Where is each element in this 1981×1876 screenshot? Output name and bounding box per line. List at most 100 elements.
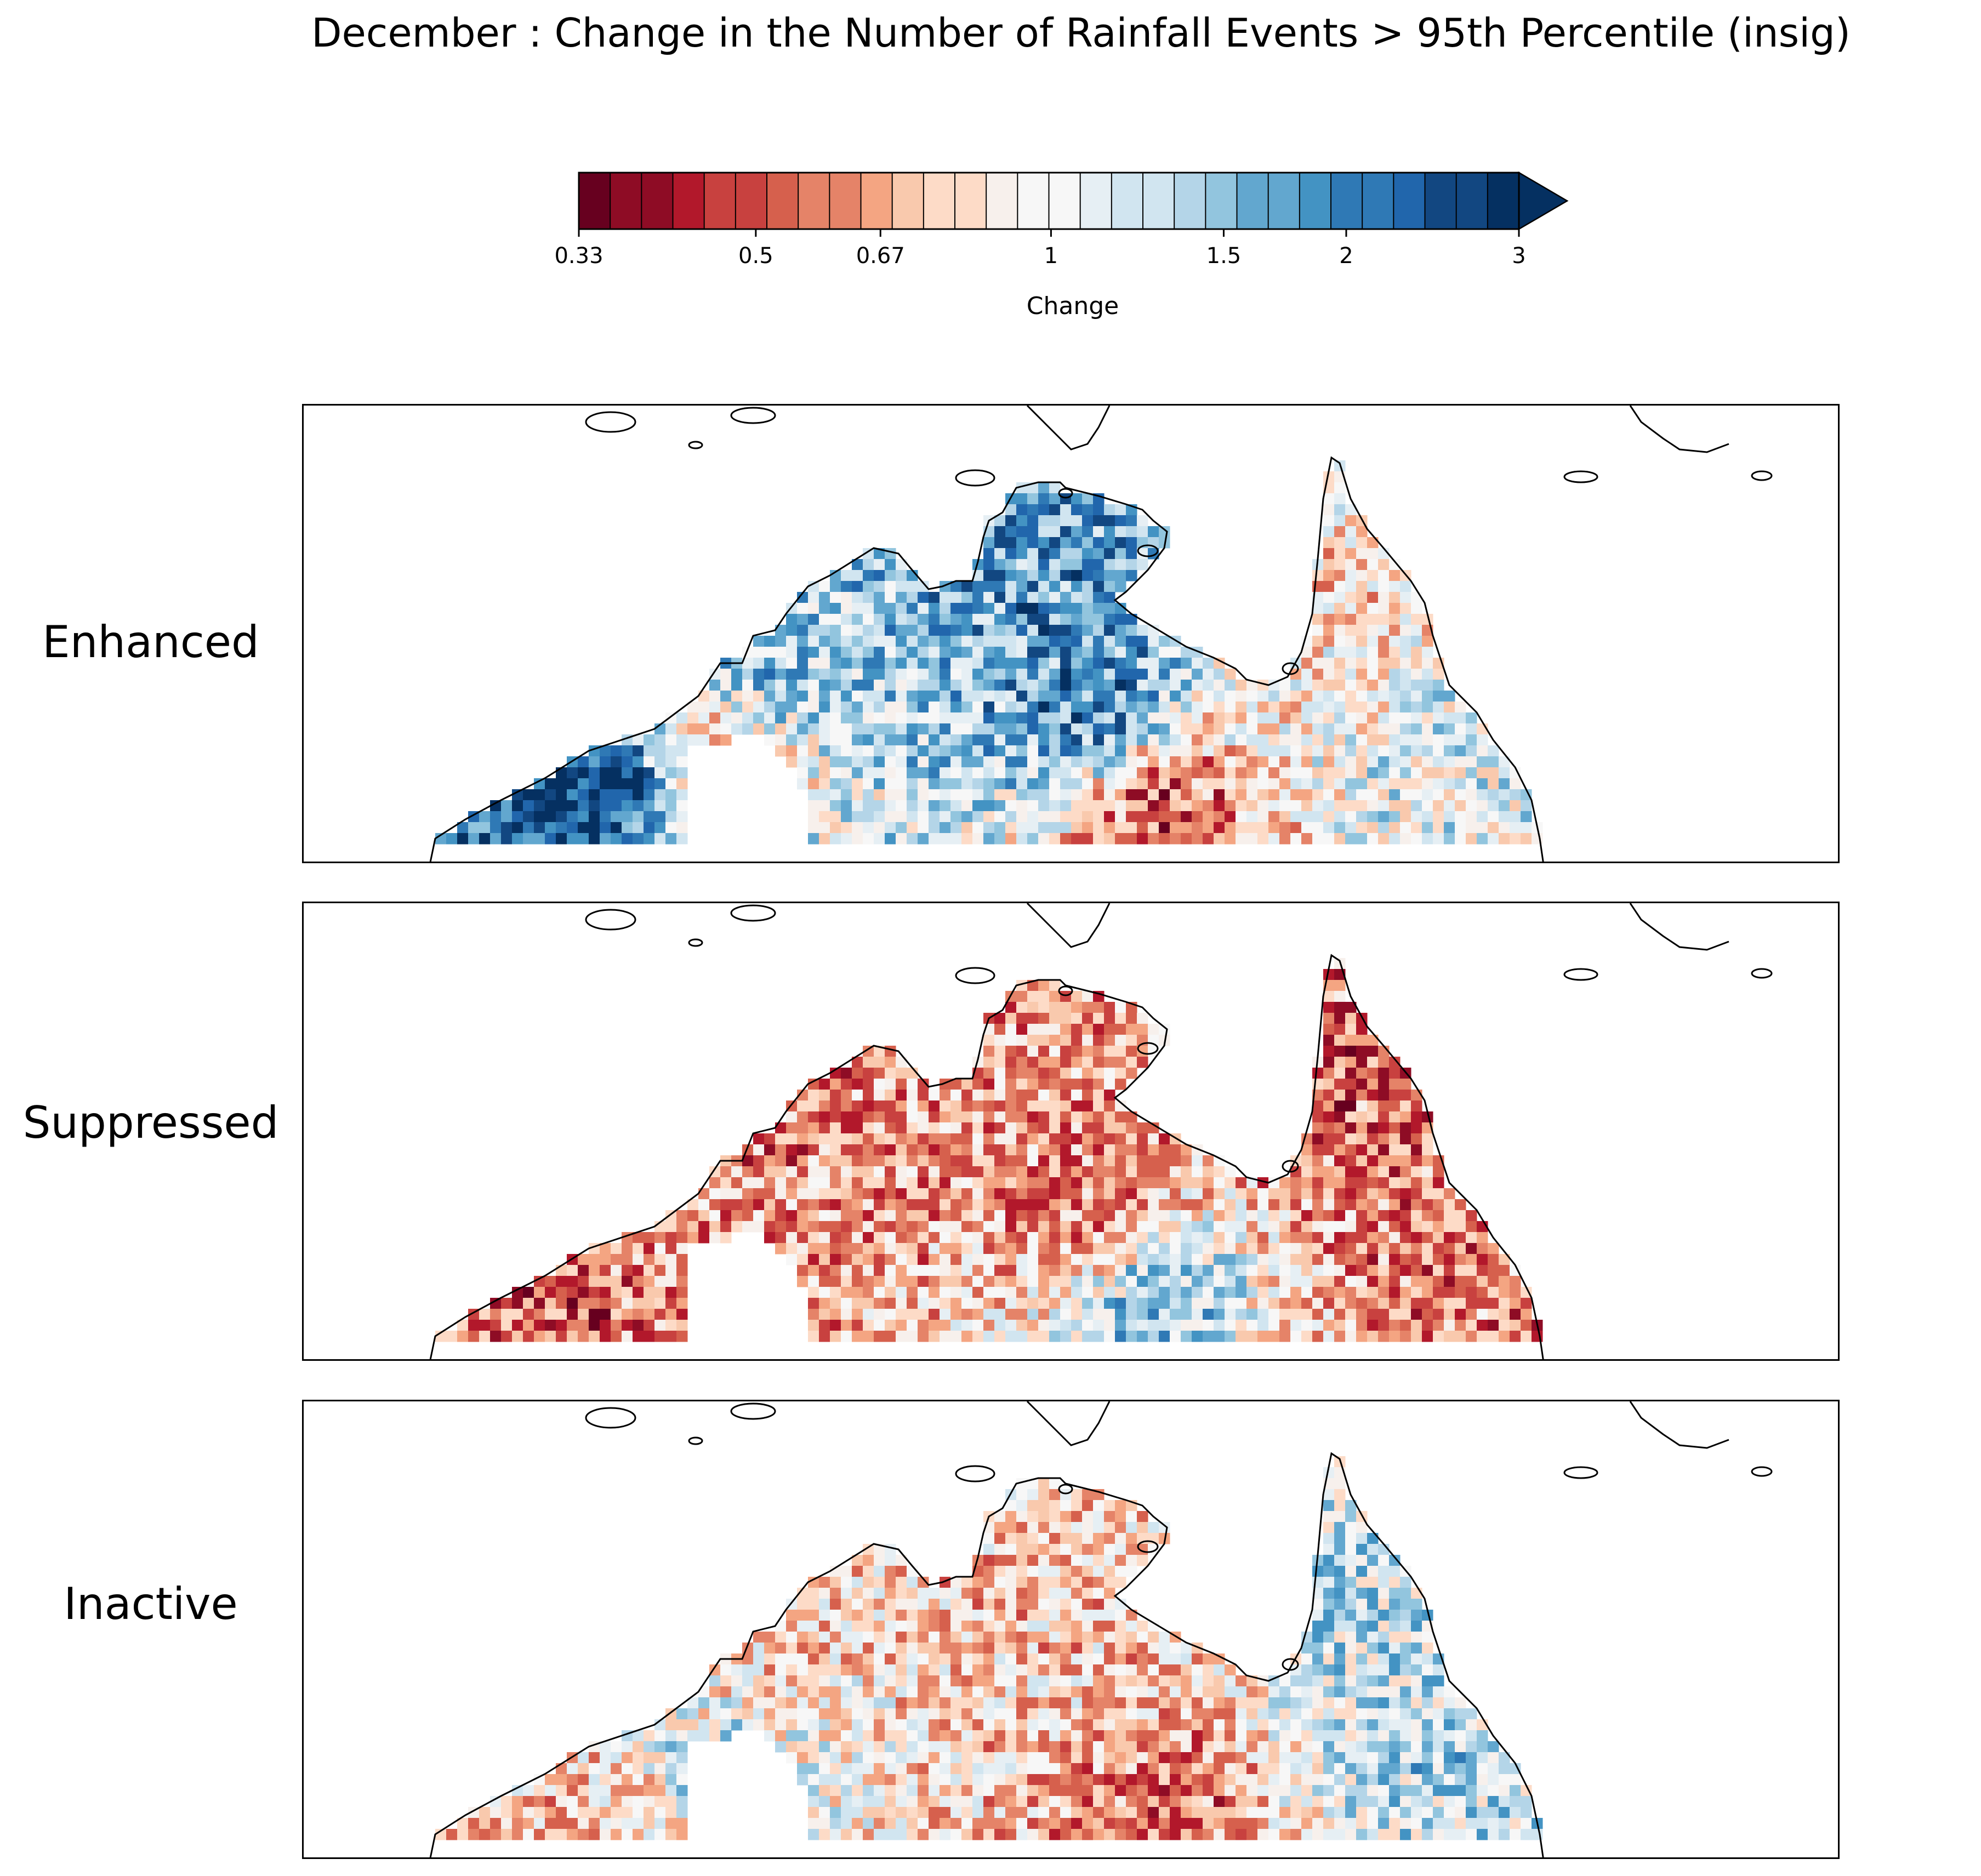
rainfall-change-cell (1356, 1111, 1368, 1123)
rainfall-change-cell (983, 1035, 995, 1046)
rainfall-change-cell (622, 822, 633, 834)
rainfall-change-cell (1071, 1320, 1083, 1331)
rainfall-change-cell (1104, 515, 1115, 527)
rainfall-change-cell (698, 1232, 710, 1244)
rainfall-change-cell (1115, 1522, 1126, 1533)
rainfall-change-cell (994, 1708, 1006, 1720)
rainfall-change-cell (852, 647, 863, 658)
rainfall-change-cell (950, 1298, 962, 1309)
rainfall-change-cell (1279, 1730, 1291, 1742)
rainfall-change-cell (1060, 1719, 1072, 1731)
rainfall-change-cell (1345, 1276, 1357, 1287)
rainfall-change-cell (775, 1664, 787, 1676)
rainfall-change-cell (994, 570, 1006, 581)
rainfall-change-cell (1323, 991, 1335, 1002)
rainfall-change-cell (1236, 800, 1247, 812)
rainfall-change-cell (1367, 1544, 1379, 1555)
rainfall-change-cell (874, 702, 885, 713)
rainfall-change-cell (676, 745, 688, 757)
rainfall-change-cell (1312, 1675, 1324, 1687)
rainfall-change-cell (808, 1177, 819, 1189)
rainfall-change-cell (797, 1653, 809, 1665)
rainfall-change-cell (1290, 734, 1302, 746)
rainfall-change-cell (1093, 1210, 1105, 1222)
rainfall-change-cell (830, 1774, 841, 1786)
rainfall-change-cell (1049, 1013, 1061, 1024)
rainfall-change-cell (1104, 1675, 1115, 1687)
rainfall-change-cell (1488, 833, 1499, 845)
rainfall-change-cell (1433, 1298, 1444, 1309)
rainfall-change-cell (1005, 1254, 1017, 1265)
rainfall-change-cell (1312, 1298, 1324, 1309)
rainfall-change-cell (1422, 1133, 1433, 1145)
rainfall-change-cell (1433, 1741, 1444, 1753)
rainfall-change-cell (994, 1752, 1006, 1764)
rainfall-change-cell (1027, 1068, 1039, 1079)
rainfall-change-cell (1312, 1752, 1324, 1764)
rainfall-change-cell (578, 1298, 589, 1309)
rainfall-change-cell (1444, 712, 1455, 724)
rainfall-change-cell (1301, 800, 1313, 812)
rainfall-change-cell (1049, 1298, 1061, 1309)
rainfall-change-cell (819, 1621, 830, 1632)
rainfall-change-cell (545, 778, 556, 790)
rainfall-change-cell (1192, 1653, 1203, 1665)
rainfall-change-cell (1104, 1599, 1115, 1610)
rainfall-change-cell (797, 1741, 809, 1753)
rainfall-change-cell (1016, 712, 1028, 724)
rainfall-change-cell (1214, 1309, 1225, 1320)
rainfall-change-cell (1323, 1664, 1335, 1676)
rainfall-change-cell (1049, 1309, 1061, 1320)
rainfall-change-cell (1115, 1719, 1126, 1731)
rainfall-change-cell (1246, 1331, 1258, 1342)
rainfall-change-cell (1334, 1265, 1346, 1276)
rainfall-change-cell (896, 822, 907, 834)
rainfall-change-cell (1312, 1621, 1324, 1632)
rainfall-change-cell (1367, 1621, 1379, 1632)
rainfall-change-cell (665, 1763, 677, 1775)
rainfall-change-cell (896, 1144, 907, 1156)
rainfall-change-cell (1411, 702, 1422, 713)
rainfall-change-cell (896, 1177, 907, 1189)
rainfall-change-cell (731, 712, 743, 724)
rainfall-change-cell (852, 1763, 863, 1775)
rainfall-change-cell (1367, 1298, 1379, 1309)
rainfall-change-cell (1367, 1210, 1379, 1222)
rainfall-change-cell (687, 1210, 699, 1222)
rainfall-change-cell (1027, 504, 1039, 516)
rainfall-change-cell (852, 1774, 863, 1786)
rainfall-change-cell (1411, 691, 1422, 702)
rainfall-change-cell (950, 1276, 962, 1287)
rainfall-change-cell (1159, 712, 1170, 724)
rainfall-change-cell (1411, 1100, 1422, 1112)
rainfall-change-cell (896, 1331, 907, 1342)
rainfall-change-cell (863, 1741, 874, 1753)
rainfall-change-cell (929, 1730, 940, 1742)
rainfall-change-cell (1345, 734, 1357, 746)
rainfall-change-cell (918, 800, 929, 812)
rainfall-change-cell (994, 734, 1006, 746)
rainfall-change-cell (852, 1697, 863, 1709)
rainfall-change-cell (1323, 1675, 1335, 1687)
rainfall-change-cell (1279, 1752, 1291, 1764)
rainfall-change-cell (1290, 1309, 1302, 1320)
rainfall-change-cell (1115, 1686, 1126, 1698)
rainfall-change-cell (950, 691, 962, 702)
rainfall-change-cell (983, 778, 995, 790)
rainfall-change-cell (918, 822, 929, 834)
rainfall-change-cell (600, 756, 611, 768)
rainfall-change-cell (841, 1697, 852, 1709)
rainfall-change-cell (1016, 1610, 1028, 1621)
rainfall-change-cell (940, 1188, 951, 1200)
rainfall-change-cell (1115, 1697, 1126, 1709)
rainfall-change-cell (1027, 1298, 1039, 1309)
rainfall-change-cell (808, 723, 819, 735)
coastline-north (1026, 903, 1111, 948)
rainfall-change-cell (885, 1632, 896, 1643)
rainfall-change-cell (885, 1155, 896, 1167)
rainfall-change-cell (1027, 625, 1039, 636)
rainfall-change-cell (1038, 1188, 1050, 1200)
rainfall-change-cell (567, 1320, 578, 1331)
rainfall-change-cell (1367, 1276, 1379, 1287)
rainfall-change-cell (1093, 537, 1105, 549)
